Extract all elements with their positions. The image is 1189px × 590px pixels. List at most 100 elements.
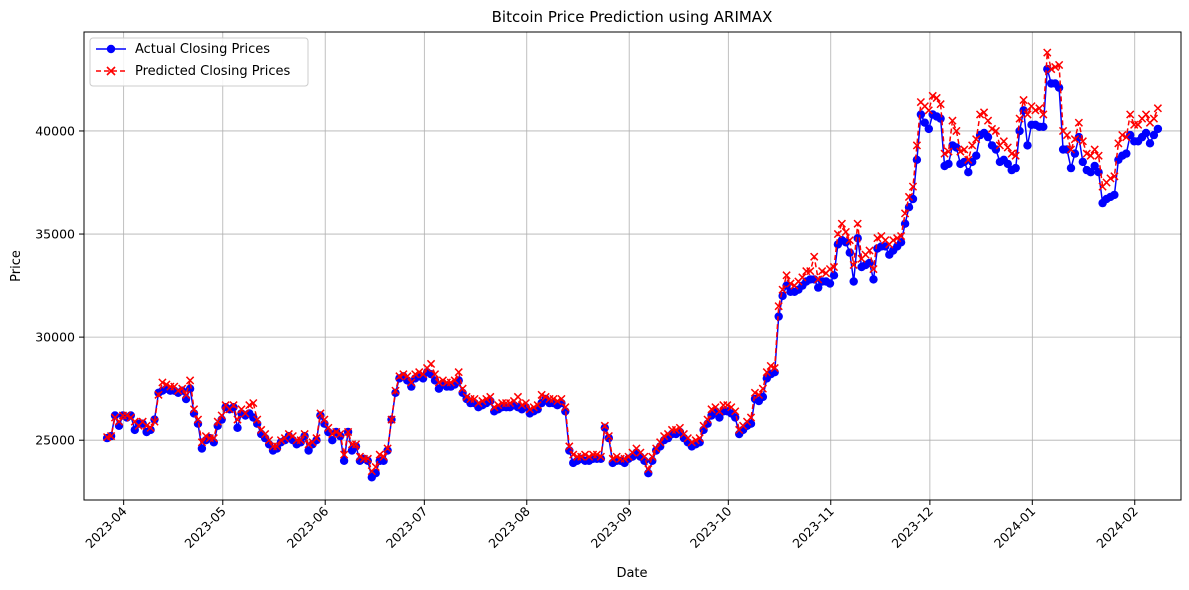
predicted-point: [774, 302, 783, 311]
actual-point: [110, 411, 120, 420]
actual-point: [841, 238, 850, 247]
predicted-point: [217, 411, 226, 420]
predicted-point: [956, 147, 965, 156]
predicted-point: [1074, 118, 1084, 127]
actual-point: [778, 291, 787, 301]
legend-marker-predicted: [106, 66, 116, 76]
predicted-point: [983, 116, 993, 125]
predicted-point: [1141, 110, 1151, 119]
predicted-point: [549, 394, 558, 404]
predicted-point: [975, 110, 985, 119]
y-tick-label: 30000: [35, 330, 75, 345]
predicted-point: [162, 380, 171, 389]
actual-point: [960, 157, 969, 167]
chart-title: Bitcoin Price Prediction using ARIMAX: [492, 8, 773, 26]
predicted-point: [537, 390, 546, 399]
actual-point: [138, 419, 147, 428]
predicted-point: [1039, 110, 1048, 119]
predicted-point: [474, 398, 483, 408]
actual-point: [964, 168, 973, 177]
actual-point: [853, 234, 862, 243]
actual-point: [644, 469, 653, 478]
predicted-point: [446, 378, 455, 387]
actual-point: [1039, 122, 1048, 131]
predicted-point: [1051, 62, 1060, 72]
actual-point: [197, 444, 207, 453]
predicted-point: [106, 431, 116, 441]
predicted-point: [620, 454, 629, 463]
predicted-point: [201, 431, 211, 441]
predicted-point: [399, 370, 408, 379]
actual-point: [114, 421, 124, 430]
predicted-point: [450, 376, 459, 385]
actual-point: [944, 159, 953, 169]
predicted-point: [486, 392, 495, 402]
predicted-point: [343, 427, 353, 437]
predicted-point: [193, 415, 203, 424]
predicted-point: [1015, 114, 1024, 123]
predicted-point: [1090, 145, 1099, 154]
predicted-point: [150, 417, 159, 426]
actual-point: [648, 456, 657, 465]
predicted-point: [731, 407, 740, 416]
actual-point: [1011, 163, 1020, 173]
predicted-point: [553, 396, 562, 406]
predicted-point: [197, 438, 207, 447]
plot-frame: [83, 31, 1182, 501]
predicted-point: [936, 100, 945, 109]
predicted-point: [1031, 106, 1040, 115]
actual-point: [1090, 161, 1099, 171]
predicted-point: [896, 231, 906, 241]
predicted-point: [750, 388, 760, 397]
predicted-point: [395, 372, 404, 381]
predicted-point: [845, 236, 854, 245]
predicted-point: [695, 434, 704, 443]
predicted-point: [972, 135, 981, 144]
actual-point: [1023, 141, 1032, 150]
predicted-point: [320, 415, 329, 424]
predicted-point: [656, 438, 665, 447]
actual-point: [758, 392, 768, 402]
predicted-point: [482, 394, 491, 404]
predicted-point: [375, 450, 384, 459]
predicted-point: [379, 452, 388, 461]
predicted-point: [1003, 143, 1012, 152]
predicted-point: [703, 415, 712, 424]
predicted-point: [233, 415, 242, 424]
actual-point: [371, 469, 380, 478]
predicted-point: [715, 407, 724, 416]
y-tick-label: 25000: [35, 433, 75, 448]
predicted-point: [604, 431, 613, 441]
predicted-point: [1066, 145, 1076, 154]
actual-point: [1110, 190, 1119, 200]
predicted-point: [912, 141, 922, 150]
predicted-point: [833, 229, 843, 239]
predicted-point: [114, 417, 124, 426]
predicted-point: [786, 279, 795, 288]
x-axis-label: Date: [616, 566, 647, 581]
predicted-point: [351, 440, 361, 449]
actual-point: [328, 436, 337, 445]
predicted-point: [154, 390, 163, 399]
predicted-point: [723, 401, 732, 410]
predicted-point: [272, 442, 282, 451]
actual-point: [407, 382, 416, 391]
predicted-point: [521, 398, 530, 408]
predicted-point: [928, 91, 937, 101]
predicted-point: [185, 376, 195, 385]
predicted-point: [908, 182, 918, 191]
predicted-point: [494, 401, 503, 410]
legend-marker-actual: [106, 44, 116, 54]
predicted-point: [584, 452, 594, 461]
predicted-point: [952, 126, 961, 136]
predicted-point: [1082, 149, 1091, 158]
predicted-point: [541, 392, 550, 402]
predicted-point: [699, 421, 708, 430]
predicted-point: [825, 264, 835, 274]
predicted-point: [276, 436, 286, 445]
predicted-point: [1078, 137, 1087, 146]
predicted-point: [1011, 151, 1020, 160]
predicted-point: [762, 368, 771, 377]
actual-point: [1086, 168, 1095, 177]
